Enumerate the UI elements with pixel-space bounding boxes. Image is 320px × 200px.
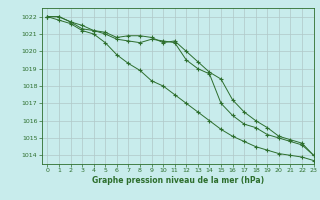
X-axis label: Graphe pression niveau de la mer (hPa): Graphe pression niveau de la mer (hPa) (92, 176, 264, 185)
